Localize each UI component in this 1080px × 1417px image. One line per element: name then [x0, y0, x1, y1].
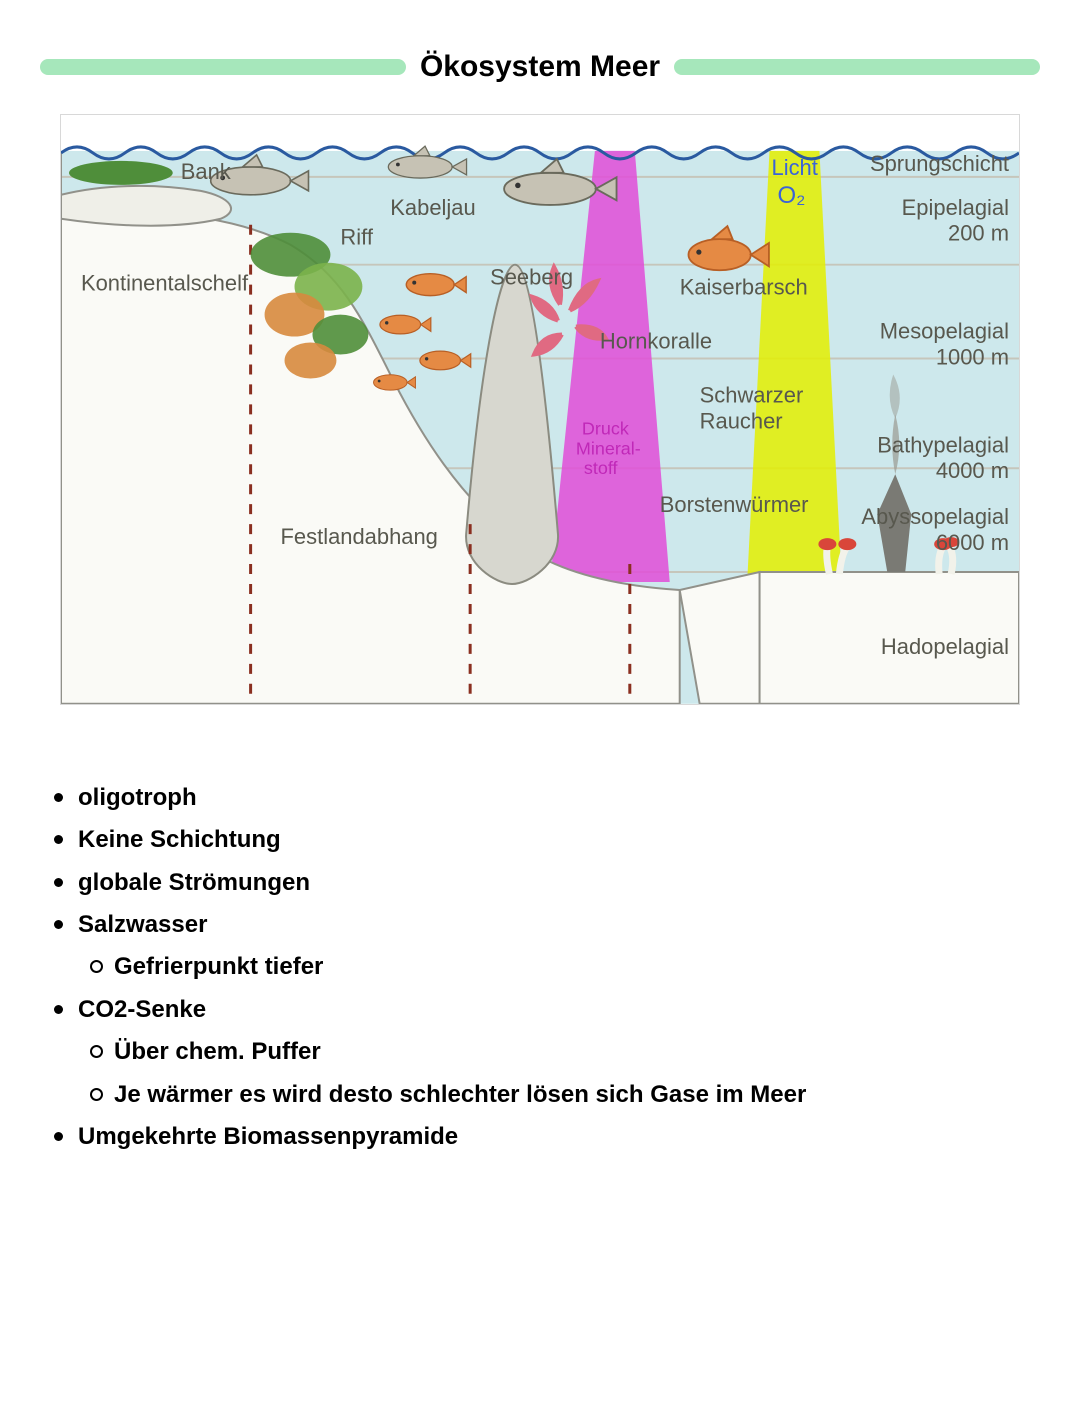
bullet-l2: Über chem. Puffer	[50, 1033, 1030, 1071]
bullet-l2: Je wärmer es wird desto schlechter lösen…	[50, 1076, 1030, 1114]
page-title: Ökosystem Meer	[420, 50, 660, 84]
label-shelf: Kontinentalschelf	[81, 271, 249, 296]
bullet-l1: CO2-Senke	[50, 991, 1030, 1029]
label-riff: Riff	[340, 225, 373, 250]
label-kaiserbarsch: Kaiserbarsch	[680, 275, 808, 300]
header-bar-right	[674, 59, 1040, 75]
zone-bathypelagial-depth: 4000 m	[936, 458, 1009, 483]
zone-epipelagial-depth: 200 m	[948, 221, 1009, 246]
hand-druck1: Druck	[582, 418, 629, 438]
label-schwarzer: Schwarzer	[700, 382, 804, 407]
label-bank: Bank	[181, 159, 231, 184]
label-kabeljau: Kabeljau	[390, 195, 475, 220]
hand-licht: Licht	[772, 155, 818, 180]
label-raucher: Raucher	[700, 408, 783, 433]
bullet-l2: Gefrierpunkt tiefer	[50, 948, 1030, 986]
label-hornkoralle: Hornkoralle	[600, 329, 712, 354]
bullet-l1: Salzwasser	[50, 906, 1030, 944]
bullet-l1: Keine Schichtung	[50, 821, 1030, 859]
zone-bathypelagial: Bathypelagial	[877, 432, 1009, 457]
bank-rock	[61, 186, 231, 226]
label-festlandabhang: Festlandabhang	[281, 524, 438, 549]
header-bar-left	[40, 59, 406, 75]
zone-epipelagial: Epipelagial	[902, 195, 1009, 220]
bullet-l1: Umgekehrte Biomassenpyramide	[50, 1118, 1030, 1156]
label-seeberg: Seeberg	[490, 265, 573, 290]
hand-druck2: Mineral-	[576, 438, 641, 458]
zone-sprungschicht: Sprungschicht	[870, 151, 1009, 176]
zone-abyssopelagial: Abyssopelagial	[861, 504, 1009, 529]
ocean-zones-diagram: Bank Kontinentalschelf Riff Kabeljau See…	[60, 114, 1020, 705]
seaweed	[69, 161, 173, 185]
hand-o2: O₂	[778, 182, 806, 209]
bullet-l1: globale Strömungen	[50, 864, 1030, 902]
zone-mesopelagial: Mesopelagial	[880, 319, 1009, 344]
bullet-list: oligotroph Keine Schichtung globale Strömu…	[0, 745, 1080, 1221]
label-borstenwurmer: Borstenwürmer	[660, 492, 809, 517]
bullet-l1: oligotroph	[50, 779, 1030, 817]
zone-hadopelagial: Hadopelagial	[881, 634, 1009, 659]
page-header: Ökosystem Meer	[0, 0, 1080, 104]
hand-druck3: stoff	[584, 458, 619, 478]
zone-mesopelagial-depth: 1000 m	[936, 344, 1009, 369]
diagram-container: Bank Kontinentalschelf Riff Kabeljau See…	[0, 104, 1080, 745]
zone-abyssopelagial-depth: 6000 m	[936, 530, 1009, 555]
